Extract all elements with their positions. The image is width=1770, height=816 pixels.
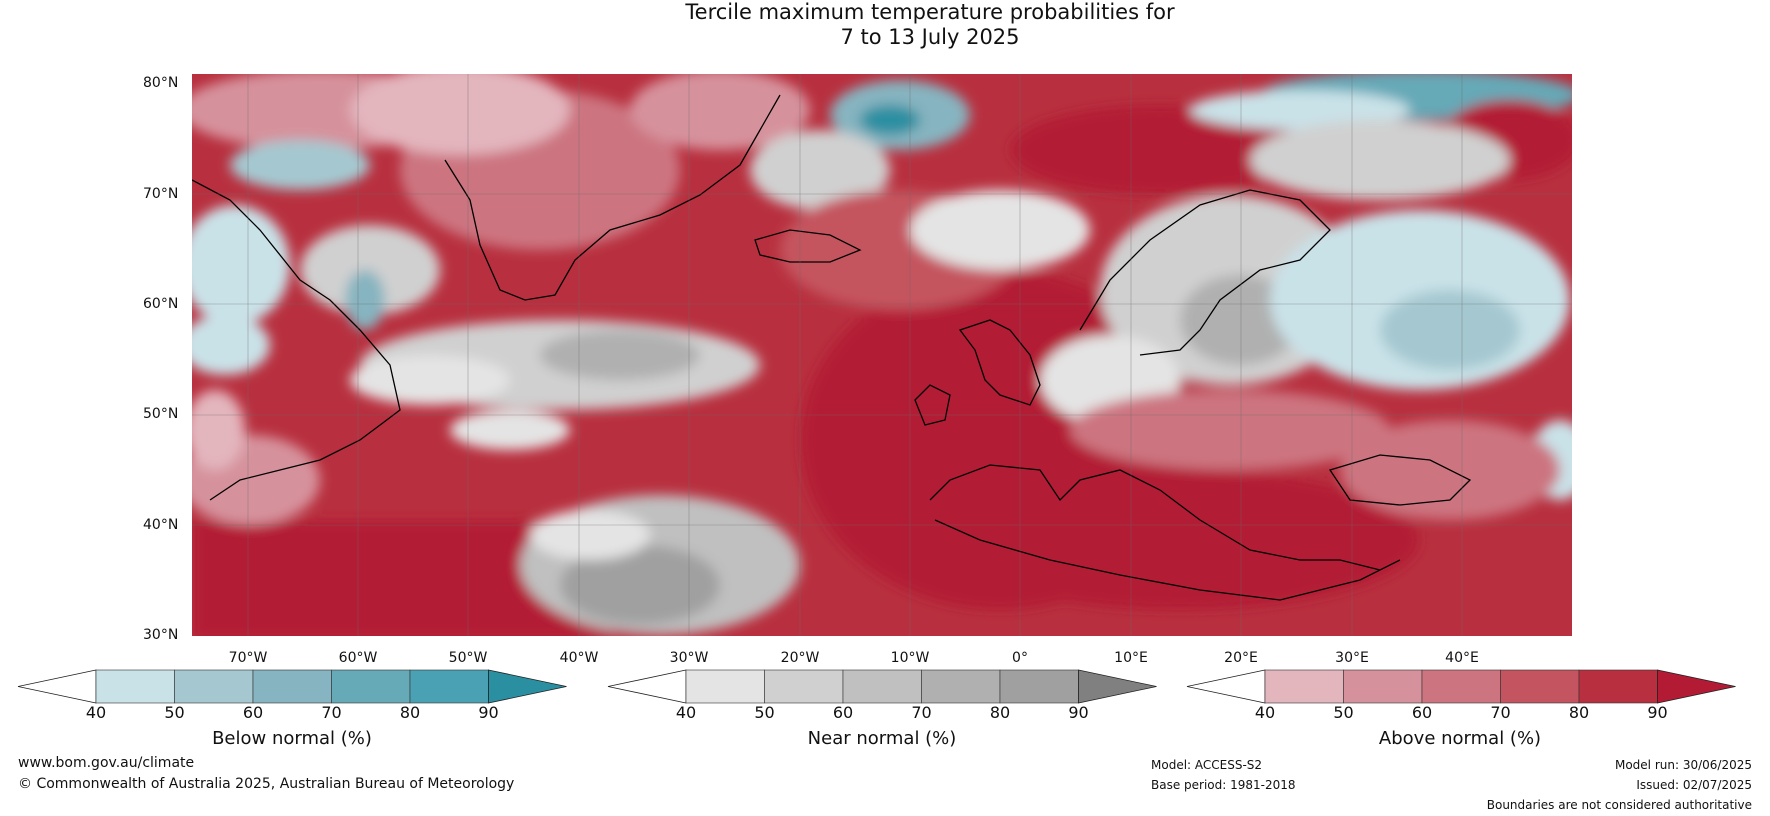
lat-label-70n: 70°N <box>143 186 179 202</box>
colorbar-tick-label: 50 <box>754 703 775 722</box>
colorbar-segment <box>95 669 175 704</box>
colorbar-below-normal <box>17 669 567 704</box>
colorbar-title-below: Below normal (%) <box>212 728 372 749</box>
footer-base-period: Base period: 1981-2018 <box>1151 778 1296 792</box>
colorbar-above-normal <box>1186 669 1736 704</box>
lat-label-40n: 40°N <box>143 517 179 533</box>
colorbar-segment <box>921 669 1001 704</box>
colorbar-left-extend <box>607 669 687 704</box>
colorbar-segment <box>999 669 1079 704</box>
colorbar-left-extend <box>1186 669 1266 704</box>
lon-label-20e: 20°E <box>1224 650 1258 666</box>
colorbar-tick-label: 60 <box>1411 703 1433 722</box>
colorbar-right-extend <box>488 669 567 704</box>
footer-model-run: Model run: 30/06/2025 <box>1614 758 1752 772</box>
colorbar-left-extend <box>17 669 97 704</box>
colorbar-right-extend <box>1657 669 1736 704</box>
colorbar-tick-label: 70 <box>321 703 342 722</box>
colorbar-segment <box>1264 669 1344 704</box>
colorbar-segment <box>1500 669 1580 704</box>
lon-label-50w: 50°W <box>448 650 488 666</box>
footer-disclaimer: Boundaries are not considered authoritat… <box>1486 798 1752 812</box>
footer-issued: Issued: 02/07/2025 <box>1636 778 1752 792</box>
colorbar-tick-label: 90 <box>1647 703 1668 722</box>
lon-label-70w: 70°W <box>228 650 268 666</box>
colorbar-segment <box>1343 669 1423 704</box>
lon-label-40w: 40°W <box>559 650 599 666</box>
colorbar-tick-label: 50 <box>1333 703 1354 722</box>
colorbar-tick-label: 90 <box>1068 703 1089 722</box>
colorbar-tick-label: 70 <box>911 703 932 722</box>
coastlines <box>192 94 1472 601</box>
title-line-2: 7 to 13 July 2025 <box>840 25 1020 49</box>
lat-label-60n: 60°N <box>143 296 179 312</box>
footer-copyright: © Commonwealth of Australia 2025, Austra… <box>18 776 515 792</box>
map-title: Tercile maximum temperature probabilitie… <box>0 0 1770 50</box>
lat-label-80n: 80°N <box>143 75 179 91</box>
colorbar-segment <box>1421 669 1501 704</box>
colorbar-tick-label: 60 <box>242 703 264 722</box>
lat-label-30n: 30°N <box>143 627 179 643</box>
colorbar-tick-label: 40 <box>675 703 697 722</box>
colorbar-right-extend <box>1078 669 1157 704</box>
footer-website: www.bom.gov.au/climate <box>18 755 195 771</box>
lon-label-60w: 60°W <box>338 650 378 666</box>
colorbar-tick-label: 60 <box>832 703 854 722</box>
colorbar-tick-label: 40 <box>85 703 107 722</box>
lon-label-30w: 30°W <box>669 650 709 666</box>
lon-label-30e: 30°E <box>1335 650 1369 666</box>
colorbar-segment <box>764 669 844 704</box>
colorbar-segment <box>409 669 489 704</box>
colorbar-segment <box>174 669 254 704</box>
colorbar-segment <box>331 669 411 704</box>
lon-label-40e: 40°E <box>1445 650 1479 666</box>
colorbar-tick-label: 80 <box>399 703 421 722</box>
colorbar-tick-label: 50 <box>164 703 185 722</box>
colorbar-segment <box>252 669 332 704</box>
colorbar-segment <box>1578 669 1658 704</box>
lon-label-20w: 20°W <box>780 650 820 666</box>
lon-label-0: 0° <box>1012 650 1028 666</box>
colorbar-tick-label: 40 <box>1254 703 1276 722</box>
colorbar-near-normal <box>607 669 1157 704</box>
colorbar-segment <box>685 669 765 704</box>
colorbar-title-near: Near normal (%) <box>807 728 957 749</box>
title-line-1: Tercile maximum temperature probabilitie… <box>685 0 1175 24</box>
probability-field <box>192 74 1572 636</box>
lat-label-50n: 50°N <box>143 406 179 422</box>
colorbar-tick-label: 90 <box>478 703 499 722</box>
lon-label-10e: 10°E <box>1114 650 1148 666</box>
footer-model: Model: ACCESS-S2 <box>1151 758 1263 772</box>
lon-label-10w: 10°W <box>890 650 930 666</box>
colorbar-tick-label: 80 <box>1568 703 1590 722</box>
graticule <box>192 74 1572 636</box>
colorbar-tick-label: 70 <box>1490 703 1511 722</box>
colorbar-segment <box>842 669 922 704</box>
colorbar-title-above: Above normal (%) <box>1378 728 1542 749</box>
colorbar-tick-label: 80 <box>989 703 1011 722</box>
